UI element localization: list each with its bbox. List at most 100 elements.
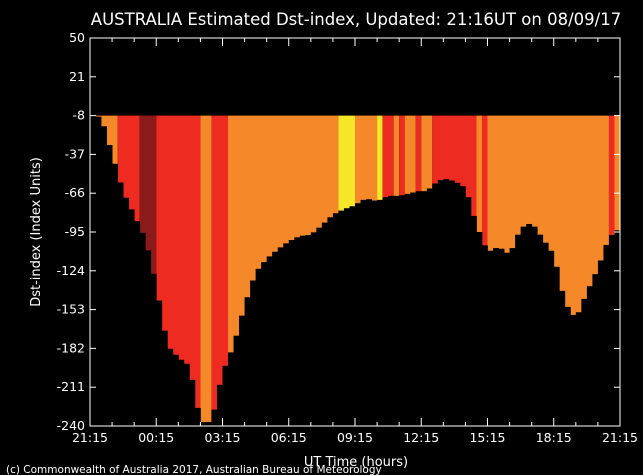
dst-bar-71 [481,245,488,426]
dst-bar-91 [592,274,599,426]
dst-bar-20 [200,421,207,426]
dst-bar-84 [553,266,560,426]
x-tick-label: 18:15 [536,430,572,445]
dst-bar-3 [106,145,113,426]
dst-bar-49 [360,199,367,426]
dst-bar-7 [128,209,135,426]
y-tick-label: -211 [57,379,85,394]
dst-bar-11 [150,273,157,426]
dst-bar-14 [167,348,174,426]
dst-bar-83 [548,250,555,426]
dst-bar-12 [156,300,163,426]
dst-bar-77 [515,234,522,426]
dst-bar-30 [255,268,262,426]
dst-bar-1 [95,116,102,426]
y-tick-label: -95 [65,224,85,239]
dst-bar-75 [504,252,510,426]
chart-title: AUSTRALIA Estimated Dst-index, Updated: … [91,10,621,29]
dst-bar-6 [123,197,130,426]
dst-bar-44 [332,213,339,426]
dst-bar-27 [239,315,245,426]
dst-bar-4 [112,163,119,427]
dst-bar-61 [426,188,433,426]
y-tick-label: -66 [65,185,85,200]
dst-bar-26 [233,335,240,426]
dst-bar-50 [366,199,372,426]
dst-bar-52 [377,199,384,426]
dst-bar-24 [222,365,229,426]
dst-bar-9 [139,232,146,426]
dst-bar-51 [371,200,378,426]
dst-bar-76 [509,248,516,426]
dst-bar-36 [288,240,295,426]
x-axis: 21:15 00:15 03:15 06:15 09:15 12:15 15:15 18:15… [72,38,638,445]
x-tick-label: 12:15 [403,430,439,445]
dst-bar-79 [526,223,533,426]
dst-bar-92 [597,260,604,426]
dst-bar-63 [437,180,444,426]
x-tick-label: 21:15 [602,430,638,445]
y-tick-label: -153 [57,302,85,317]
dst-bar-37 [294,237,301,426]
dst-bar-88 [575,312,582,426]
dst-bar-5 [117,182,124,426]
dst-bar-57 [404,193,411,426]
dst-bar-33 [272,251,279,426]
dst-bar-35 [283,243,290,426]
dst-bar-29 [250,280,257,426]
x-tick-label: 00:15 [138,430,174,445]
dst-bar-42 [321,222,328,426]
y-tick-label: 50 [69,30,85,45]
dst-bar-62 [432,183,439,426]
dst-bar-66 [454,182,461,426]
dst-bar-58 [410,192,417,426]
y-axis-label: Dst-index (Index Units) [29,157,44,307]
dst-bar-16 [178,359,185,426]
dst-bar-73 [493,248,499,426]
dst-bar-60 [421,191,428,426]
color-band-6 [211,115,229,426]
dst-bar-32 [266,256,273,426]
dst-bar-94 [608,235,615,426]
x-tick-label: 06:15 [271,430,307,445]
y-tick-label: -182 [57,340,85,355]
dst-bar-70 [476,232,483,426]
y-tick-label: -37 [65,146,85,161]
dst-bar-21 [205,421,212,426]
dst-bar-31 [261,262,268,426]
dst-bar-78 [520,226,527,426]
y-tick-label: -240 [57,418,85,433]
dst-bar-13 [161,330,168,426]
dst-bar-46 [343,208,350,426]
dst-bar-39 [305,235,312,426]
dst-bar-54 [388,195,395,426]
dst-bar-48 [355,203,361,426]
dst-bar-2 [101,126,107,426]
dst-bar-22 [211,409,218,426]
x-tick-label: 09:15 [337,430,373,445]
dst-bar-19 [194,407,201,426]
dst-bar-8 [134,221,141,426]
color-band-5 [200,115,212,426]
x-axis-label: UT Time (hours) [304,455,408,470]
dst-bar-17 [183,363,190,426]
dst-bar-53 [382,197,389,426]
dst-bar-25 [228,352,234,426]
bar-layer [90,115,621,427]
dst-bar-86 [564,306,571,426]
dst-bar-59 [415,191,422,426]
dst-bar-80 [531,226,538,426]
dst-bar-68 [465,197,472,426]
dst-bar-85 [559,290,566,426]
dst-bar-56 [399,195,406,426]
dst-bar-93 [603,245,610,426]
x-tick-label: 21:15 [72,430,108,445]
dst-bar-10 [145,250,152,426]
dst-bar-89 [581,298,588,426]
dst-bar-23 [216,384,223,426]
copyright-credit: (c) Commonwealth of Australia 2017, Aust… [6,464,382,475]
dst-bar-38 [299,235,306,426]
dst-bar-81 [537,234,544,426]
y-axis: 50 21 -8 -37 -66 -95 -124 -153 -182 -211 -240 [57,30,620,433]
